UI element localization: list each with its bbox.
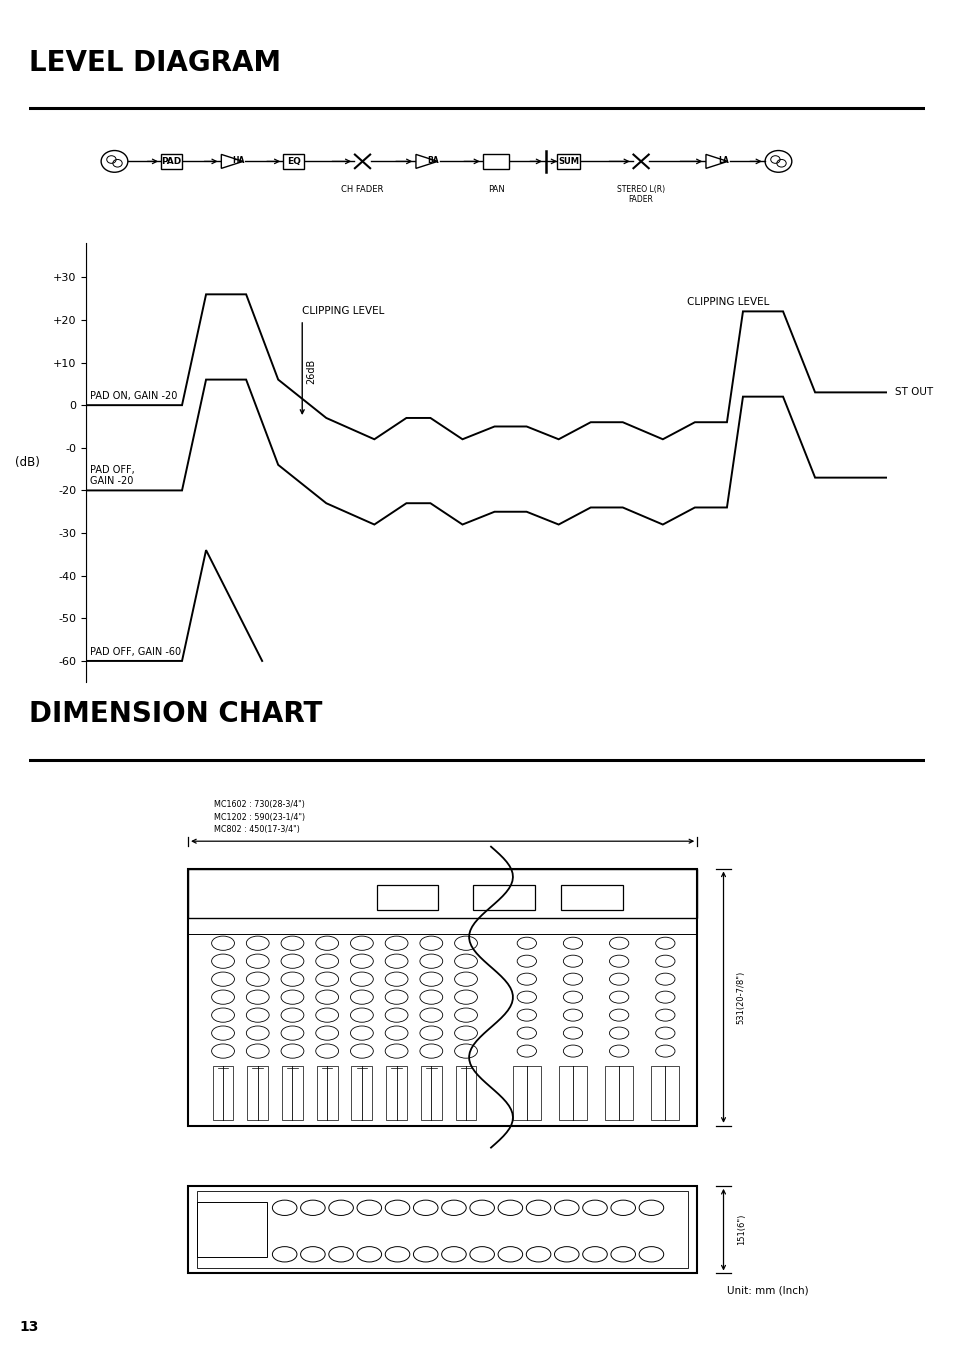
- Text: 531(20-7/8"): 531(20-7/8"): [736, 970, 745, 1024]
- Text: 26dB: 26dB: [306, 358, 315, 384]
- Text: LEVEL DIAGRAM: LEVEL DIAGRAM: [29, 49, 280, 77]
- Bar: [473, 885, 535, 909]
- Bar: [282, 1066, 302, 1120]
- Polygon shape: [221, 154, 243, 169]
- Text: 151(6"): 151(6"): [736, 1215, 745, 1246]
- Bar: [188, 1186, 697, 1274]
- Bar: [188, 869, 697, 1125]
- Polygon shape: [705, 154, 727, 169]
- Bar: [558, 1066, 586, 1120]
- Bar: [188, 869, 697, 917]
- Text: CLIPPING LEVEL: CLIPPING LEVEL: [686, 297, 768, 307]
- Bar: [247, 1066, 268, 1120]
- Bar: [351, 1066, 372, 1120]
- Bar: [376, 885, 437, 909]
- Polygon shape: [416, 154, 437, 169]
- Bar: [513, 1066, 540, 1120]
- Text: STEREO L(R)
FADER: STEREO L(R) FADER: [617, 185, 664, 204]
- Bar: [560, 885, 622, 909]
- Bar: [386, 1066, 407, 1120]
- Text: CLIPPING LEVEL: CLIPPING LEVEL: [302, 305, 384, 316]
- Bar: [456, 1066, 476, 1120]
- Text: MC1602 : 730(28-3/4"): MC1602 : 730(28-3/4"): [214, 800, 305, 809]
- Bar: [557, 154, 579, 169]
- Bar: [316, 1066, 337, 1120]
- Text: SUM: SUM: [558, 157, 578, 166]
- Text: HA: HA: [233, 157, 244, 165]
- Text: PAD OFF,
GAIN -20: PAD OFF, GAIN -20: [90, 465, 134, 486]
- Bar: [213, 1066, 233, 1120]
- Bar: [482, 154, 509, 169]
- Text: PAD OFF, GAIN -60: PAD OFF, GAIN -60: [90, 647, 181, 657]
- Bar: [420, 1066, 441, 1120]
- Text: PAN: PAN: [487, 185, 504, 193]
- Y-axis label: (dB): (dB): [15, 457, 40, 469]
- Bar: [283, 154, 304, 169]
- Bar: [604, 1066, 633, 1120]
- Text: BA: BA: [427, 157, 438, 165]
- Bar: [196, 1202, 267, 1256]
- Text: CH FADER: CH FADER: [341, 185, 383, 193]
- Text: MC1202 : 590(23-1/4"): MC1202 : 590(23-1/4"): [214, 813, 305, 821]
- Text: LA: LA: [717, 157, 728, 165]
- Text: DIMENSION CHART: DIMENSION CHART: [29, 700, 322, 728]
- Text: Unit: mm (Inch): Unit: mm (Inch): [726, 1285, 807, 1296]
- Text: ST OUT: ST OUT: [894, 388, 932, 397]
- Text: MC802 : 450(17-3/4"): MC802 : 450(17-3/4"): [214, 825, 300, 835]
- Text: PAD ON, GAIN -20: PAD ON, GAIN -20: [90, 390, 177, 401]
- Text: EQ: EQ: [287, 157, 300, 166]
- Bar: [196, 1192, 688, 1269]
- Text: 13: 13: [19, 1320, 38, 1335]
- Bar: [651, 1066, 679, 1120]
- Bar: [161, 154, 182, 169]
- Text: PAD: PAD: [161, 157, 182, 166]
- Bar: [188, 917, 697, 935]
